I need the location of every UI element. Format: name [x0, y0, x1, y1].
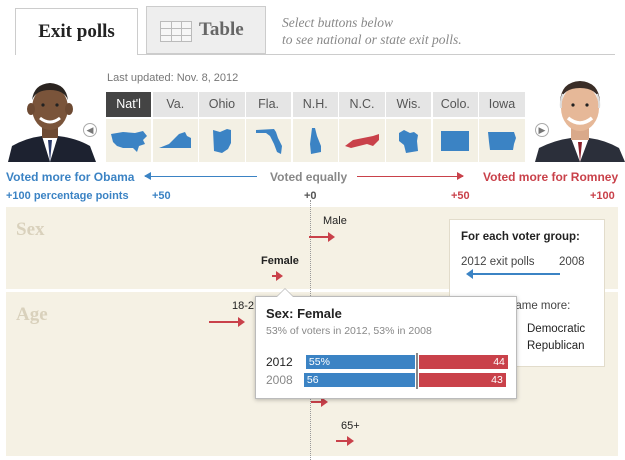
state-button-natl[interactable]: Nat'l [106, 92, 152, 162]
state-label: N.H. [292, 92, 338, 117]
tab-table[interactable]: Table [146, 6, 266, 54]
rep-share-bar: 44 [419, 355, 508, 369]
scale-equal-label: Voted equally [270, 170, 348, 184]
state-button-fla[interactable]: Fla. [246, 92, 292, 162]
female-shift-arrow[interactable] [272, 271, 283, 281]
tooltip-subtitle: 53% of voters in 2012, 53% in 2008 [266, 325, 432, 337]
state-button-nh[interactable]: N.H. [292, 92, 338, 162]
tooltip-midline [416, 353, 418, 371]
ohio-map-icon [199, 119, 245, 162]
age-45-64-shift-arrow[interactable] [311, 397, 328, 407]
tab-exit-polls[interactable]: Exit polls [15, 8, 138, 55]
female-label: Female [261, 255, 299, 267]
state-label: N.C. [339, 92, 385, 117]
virginia-map-icon [152, 119, 198, 162]
tooltip-title: Sex: Female [266, 306, 342, 321]
legend-2012-label: 2012 exit polls [461, 256, 535, 268]
romney-direction-arrow-icon [357, 172, 464, 180]
legend-democratic-label: Democratic [527, 323, 586, 335]
state-label: Wis. [386, 92, 432, 117]
state-label: Va. [152, 92, 198, 117]
tick-label: +50 [152, 190, 171, 202]
new-hampshire-map-icon [292, 119, 338, 162]
north-carolina-map-icon [339, 119, 385, 162]
tick-label: +100 [590, 190, 615, 202]
state-label: Iowa [479, 92, 525, 117]
colorado-map-icon [432, 119, 478, 162]
age-18-29-shift-arrow[interactable] [209, 317, 245, 327]
tab-hint: Select buttons below to see national or … [282, 14, 512, 48]
tab-hint-line1: Select buttons below [282, 15, 393, 30]
table-grid-icon [160, 21, 192, 42]
state-button-iowa[interactable]: Iowa [479, 92, 525, 162]
tab-hint-line2: to see national or state exit polls. [282, 32, 462, 47]
tooltip-row-2012: 2012 55% 44 [266, 353, 511, 371]
male-shift-arrow[interactable] [309, 232, 335, 242]
tick-label: +50 [451, 190, 470, 202]
tooltip-year: 2012 [266, 355, 293, 369]
tooltip-pointer [276, 288, 294, 297]
obama-avatar [4, 72, 96, 162]
state-button-nc[interactable]: N.C. [339, 92, 385, 162]
state-label: Nat'l [106, 92, 152, 117]
us-map-icon [106, 119, 152, 162]
tooltip-row-2008: 2008 56 43 [266, 371, 511, 389]
tab-bar: Exit polls Table Select buttons below to… [0, 0, 625, 56]
tick-label: +0 [304, 190, 317, 202]
florida-map-icon [246, 119, 292, 162]
group-tooltip: Sex: Female 53% of voters in 2012, 53% i… [255, 288, 517, 399]
legend-republican-label: Republican [527, 340, 585, 352]
state-selector: Nat'l Va. Ohio Fla. N.H. N.C. Wis. [106, 92, 526, 162]
sex-group-title: Sex [16, 219, 45, 240]
obama-direction-arrow-icon [144, 172, 257, 180]
scale-romney-label: Voted more for Romney [483, 170, 619, 184]
wisconsin-map-icon [386, 119, 432, 162]
prev-states-button[interactable]: ◀ [83, 123, 97, 137]
state-button-colo[interactable]: Colo. [432, 92, 478, 162]
age-group-label: 65+ [341, 420, 360, 432]
tooltip-midline [416, 371, 418, 389]
age-65-plus-shift-arrow[interactable] [336, 436, 354, 446]
tick-label: +100 percentage points [6, 190, 129, 202]
age-group-title: Age [16, 304, 48, 325]
iowa-map-icon [479, 119, 525, 162]
tab-baseline [15, 54, 615, 55]
romney-avatar [533, 72, 625, 162]
last-updated: Last updated: Nov. 8, 2012 [107, 72, 239, 84]
chevron-left-icon: ◀ [86, 125, 94, 135]
legend-2008-label: 2008 [559, 256, 585, 268]
dem-share-bar: 56 [303, 373, 415, 387]
scale-obama-label: Voted more for Obama [6, 170, 135, 184]
dem-share-bar: 55% [305, 355, 415, 369]
rep-share-bar: 43 [419, 373, 506, 387]
state-button-wis[interactable]: Wis. [386, 92, 432, 162]
next-states-button[interactable]: ▶ [535, 123, 549, 137]
state-button-va[interactable]: Va. [152, 92, 198, 162]
state-label: Ohio [199, 92, 245, 117]
state-label: Fla. [246, 92, 292, 117]
legend-arrow-icon [466, 269, 560, 279]
legend-heading: For each voter group: [461, 231, 580, 243]
tab-table-label: Table [199, 19, 244, 40]
tooltip-year: 2008 [266, 373, 293, 387]
chevron-right-icon: ▶ [538, 125, 546, 135]
age-group-label: 18-2 [232, 300, 255, 312]
state-button-ohio[interactable]: Ohio [199, 92, 245, 162]
male-label: Male [323, 215, 347, 227]
state-label: Colo. [432, 92, 478, 117]
